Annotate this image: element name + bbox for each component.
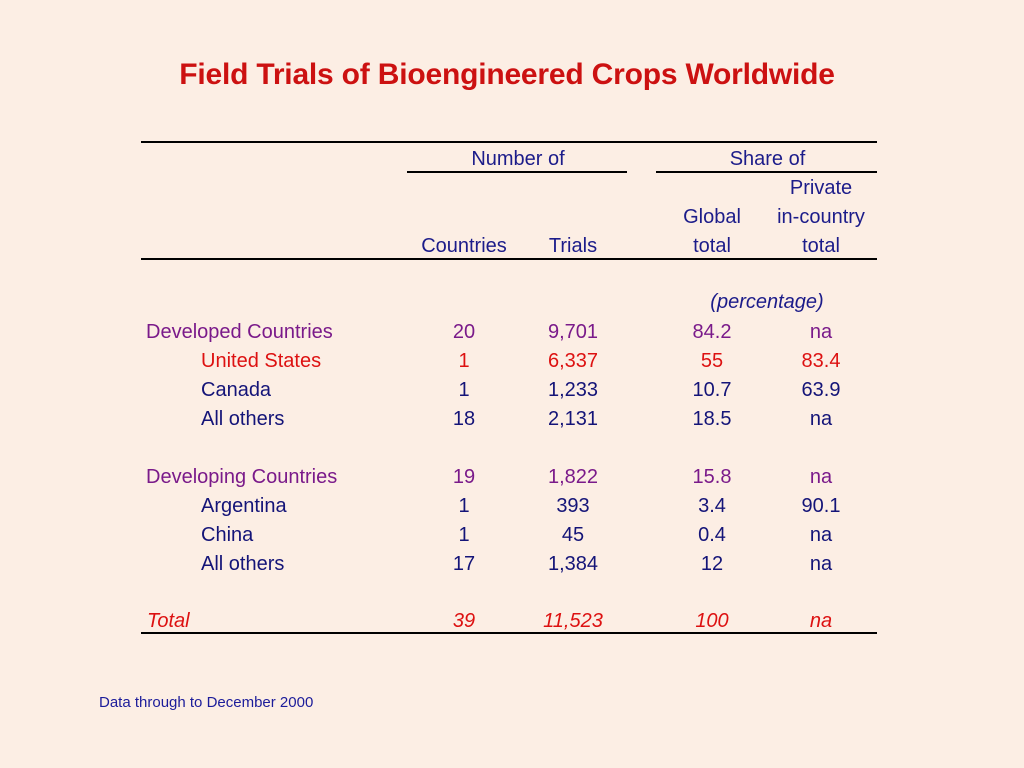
trials-cell: 1,233 <box>547 379 599 401</box>
page-title: Field Trials of Bioengineered Crops Worl… <box>179 58 835 91</box>
countries-cell: 1 <box>458 379 470 401</box>
number-of-rule <box>407 171 627 173</box>
countries-cell: 17 <box>452 553 476 575</box>
header-global-line1: Global <box>683 206 741 228</box>
row-label: Developing Countries <box>146 466 338 488</box>
row-label: All others <box>201 553 285 575</box>
unit-note: (percentage) <box>710 291 824 313</box>
trials-cell: 9,701 <box>547 321 599 343</box>
countries-cell: 19 <box>452 466 476 488</box>
header-bottom-rule <box>141 258 877 260</box>
header-countries: Countries <box>421 235 507 257</box>
header-share-of: Share of <box>729 148 806 170</box>
private-share-cell: na <box>809 321 833 343</box>
trials-cell: 1,384 <box>547 553 599 575</box>
countries-cell: 20 <box>452 321 476 343</box>
global-share-cell: 10.7 <box>692 379 732 401</box>
row-label: Total <box>147 610 190 632</box>
countries-cell: 1 <box>458 495 470 517</box>
countries-cell: 39 <box>452 610 476 632</box>
row-label: United States <box>201 350 322 372</box>
global-share-cell: 3.4 <box>698 495 726 517</box>
trials-cell: 45 <box>561 524 585 546</box>
global-share-cell: 15.8 <box>692 466 732 488</box>
private-share-cell: na <box>809 610 833 632</box>
row-label: China <box>201 524 254 546</box>
private-share-cell: 63.9 <box>801 379 841 401</box>
global-share-cell: 18.5 <box>692 408 732 430</box>
trials-cell: 11,523 <box>543 610 603 632</box>
global-share-cell: 55 <box>700 350 724 372</box>
table-top-rule <box>141 141 877 143</box>
header-private-line3: total <box>802 235 840 257</box>
header-private-line2: in-country <box>777 206 865 228</box>
global-share-cell: 100 <box>695 610 729 632</box>
private-share-cell: 90.1 <box>801 495 841 517</box>
row-label: Developed Countries <box>146 321 333 343</box>
trials-cell: 393 <box>556 495 590 517</box>
private-share-cell: 83.4 <box>801 350 841 372</box>
trials-cell: 1,822 <box>547 466 599 488</box>
header-private-line1: Private <box>789 177 853 199</box>
header-trials: Trials <box>548 235 598 257</box>
row-label: All others <box>201 408 285 430</box>
global-share-cell: 0.4 <box>698 524 726 546</box>
countries-cell: 1 <box>458 524 470 546</box>
global-share-cell: 12 <box>700 553 724 575</box>
private-share-cell: na <box>809 553 833 575</box>
row-label: Canada <box>201 379 272 401</box>
private-share-cell: na <box>809 408 833 430</box>
countries-cell: 18 <box>452 408 476 430</box>
private-share-cell: na <box>809 524 833 546</box>
header-global-line2: total <box>693 235 731 257</box>
global-share-cell: 84.2 <box>692 321 732 343</box>
countries-cell: 1 <box>458 350 470 372</box>
trials-cell: 6,337 <box>547 350 599 372</box>
trials-cell: 2,131 <box>547 408 599 430</box>
share-of-rule <box>656 171 877 173</box>
private-share-cell: na <box>809 466 833 488</box>
row-label: Argentina <box>201 495 287 517</box>
table-bottom-rule <box>141 632 877 634</box>
footnote: Data through to December 2000 <box>99 694 314 711</box>
header-number-of: Number of <box>471 148 565 170</box>
